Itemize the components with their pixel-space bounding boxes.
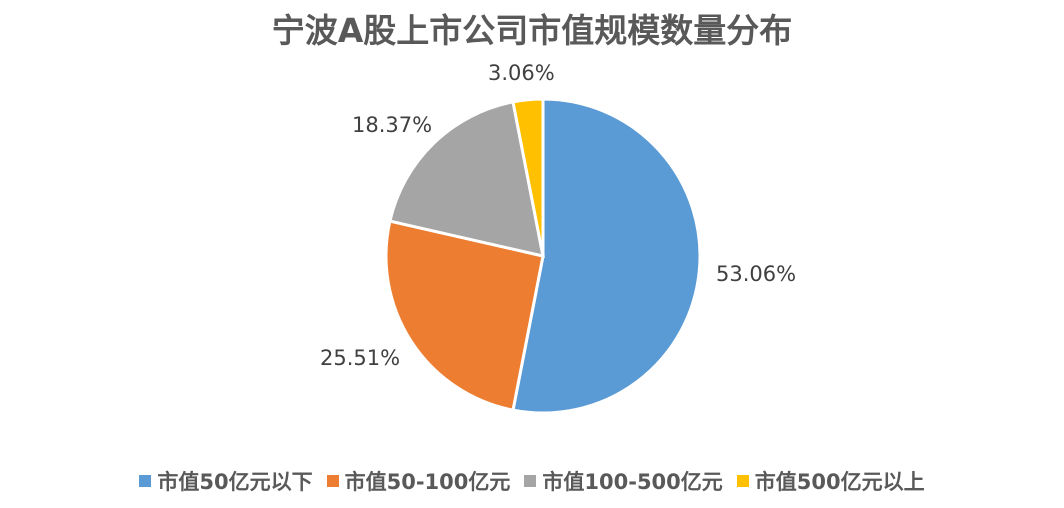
legend-label: 市值50-100亿元 bbox=[344, 470, 511, 494]
pie-slice-3 bbox=[511, 97, 545, 257]
data-label-slice-0: 53.06% bbox=[716, 262, 797, 286]
chart-legend: 市值50亿元以下 市值50-100亿元 市值100-500亿元 市值500亿元以… bbox=[0, 466, 1064, 496]
legend-swatch-icon bbox=[524, 475, 537, 487]
legend-label: 市值100-500亿元 bbox=[542, 470, 723, 494]
legend-item: 市值50-100亿元 bbox=[326, 466, 511, 496]
legend-swatch-icon bbox=[139, 475, 152, 487]
data-label-slice-3: 3.06% bbox=[488, 61, 555, 85]
legend-item: 市值100-500亿元 bbox=[524, 466, 723, 496]
data-label-slice-1: 25.51% bbox=[320, 346, 401, 370]
chart-title: 宁波A股上市公司市值规模数量分布 bbox=[271, 11, 793, 50]
legend-label: 市值500亿元以上 bbox=[754, 470, 925, 494]
pie-slice-1 bbox=[384, 219, 545, 412]
legend-item: 市值500亿元以上 bbox=[736, 466, 925, 496]
legend-swatch-icon bbox=[326, 475, 339, 487]
pie-slice-0 bbox=[511, 97, 702, 415]
legend-item: 市值50亿元以下 bbox=[139, 466, 313, 496]
data-label-slice-2: 18.37% bbox=[352, 113, 433, 137]
legend-label: 市值50亿元以下 bbox=[157, 470, 313, 494]
legend-swatch-icon bbox=[736, 475, 749, 487]
pie-slice-2 bbox=[388, 100, 545, 258]
